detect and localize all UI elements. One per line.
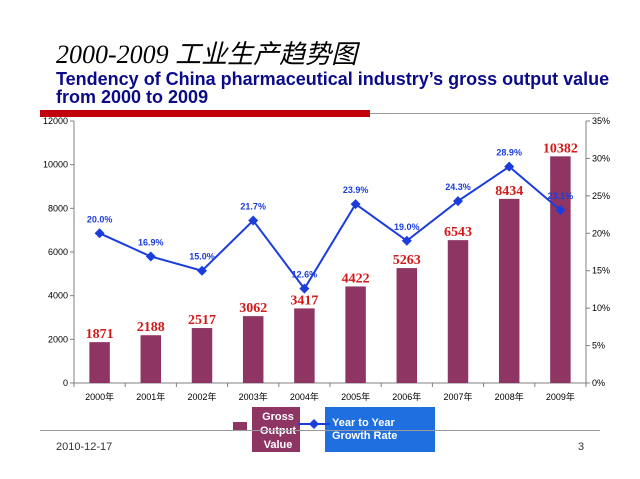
y-tick-label: 10000 (43, 160, 68, 170)
bar-value-label: 3062 (239, 301, 267, 316)
y-tick-label: 12000 (43, 116, 68, 126)
x-tick-label: 2003年 (239, 391, 268, 402)
growth-value-label: 15.0% (189, 252, 215, 262)
x-tick-label: 2007年 (443, 391, 472, 402)
bar (396, 268, 418, 383)
x-tick-label: 2002年 (187, 391, 216, 402)
growth-point (350, 199, 361, 210)
growth-point (94, 228, 105, 239)
bar-value-label: 2517 (188, 313, 216, 328)
growth-point (401, 235, 412, 246)
bar (550, 156, 571, 383)
legend-gross-box (252, 407, 300, 452)
y2-tick-label: 35% (592, 116, 610, 126)
y-tick-label: 2000 (48, 334, 68, 344)
bar (294, 308, 315, 383)
bar (140, 335, 162, 383)
growth-value-label: 20.0% (87, 214, 113, 224)
growth-value-label: 19.0% (394, 222, 420, 232)
legend-gross-label: Gross Output Value (259, 411, 297, 451)
y-tick-label: 0 (63, 378, 68, 388)
growth-value-label: 16.9% (138, 237, 164, 247)
growth-point (248, 215, 259, 226)
bar-value-label: 10382 (543, 141, 578, 156)
title-rule (370, 113, 600, 114)
y2-tick-label: 5% (592, 341, 605, 351)
growth-point (453, 196, 463, 207)
slide-title-chinese: 2000-2009 工业生产趋势图 (56, 40, 358, 69)
growth-value-label: 23.1% (548, 191, 574, 201)
x-tick-label: 2008年 (495, 391, 524, 402)
bar (498, 198, 520, 383)
x-tick-label: 2006年 (392, 391, 421, 402)
x-tick-label: 2009年 (546, 391, 575, 402)
data-labels: 1871 2188 2517 3062 3417 4422 5263 6543 8434 1038… (86, 141, 578, 342)
x-tick-label: 2000年 (85, 391, 114, 402)
bar-value-label: 8434 (495, 184, 523, 199)
y-tick-label: 6000 (48, 247, 68, 257)
growth-point (504, 161, 515, 172)
line-series (94, 161, 566, 294)
bar-series (89, 156, 571, 383)
bar-value-label: 3417 (290, 293, 318, 308)
bar-value-label: 6543 (444, 225, 472, 240)
growth-value-label: 28.9% (496, 148, 522, 158)
bar-value-label: 2188 (137, 320, 165, 335)
growth-point (299, 283, 310, 294)
legend-growth-box (325, 407, 435, 452)
bar (191, 328, 213, 383)
y2-tick-label: 20% (592, 228, 610, 238)
bar (242, 316, 264, 383)
y2-tick-label: 25% (592, 191, 610, 201)
y2-tick-label: 15% (592, 266, 610, 276)
growth-value-label: 21.7% (240, 202, 266, 212)
y2-tick-label: 10% (592, 303, 610, 313)
x-tick-label: 2005年 (341, 391, 370, 402)
bar (447, 240, 469, 383)
growth-line (99, 165, 562, 291)
page-number: 3 (578, 441, 585, 453)
bar-value-label: 4422 (342, 271, 370, 286)
x-tick-label: 2001年 (136, 391, 165, 402)
slide-title-english: Tendency of China pharmaceutical industr… (56, 69, 610, 107)
footer-date: 2010-12-17 (56, 441, 113, 453)
y-tick-label: 8000 (48, 203, 68, 213)
title-underline-bar (40, 110, 370, 117)
footer-rule (40, 430, 600, 431)
growth-value-label: 23.9% (343, 185, 369, 195)
growth-value-label: 24.3% (445, 182, 471, 192)
bar-value-label: 1871 (86, 327, 114, 342)
bar-value-label: 5263 (393, 253, 421, 268)
growth-point (555, 205, 566, 216)
y2-tick-label: 0% (592, 378, 605, 388)
legend-growth-label: Year to Year Growth Rate (332, 417, 398, 442)
bar (89, 342, 110, 383)
growth-value-label: 12.6% (292, 270, 318, 280)
growth-point (197, 265, 207, 276)
y-tick-label: 4000 (48, 291, 68, 301)
legend-line-swatch (298, 419, 330, 429)
bar (345, 286, 366, 383)
chart-axes: 0 2000 4000 6000 8000 10000 12000 0% 5% 10% 15% 20%… (43, 116, 610, 402)
growth-point (145, 251, 156, 262)
x-tick-label: 2004年 (290, 391, 319, 402)
y2-tick-label: 30% (592, 153, 610, 163)
legend-bar-swatch (233, 422, 247, 430)
